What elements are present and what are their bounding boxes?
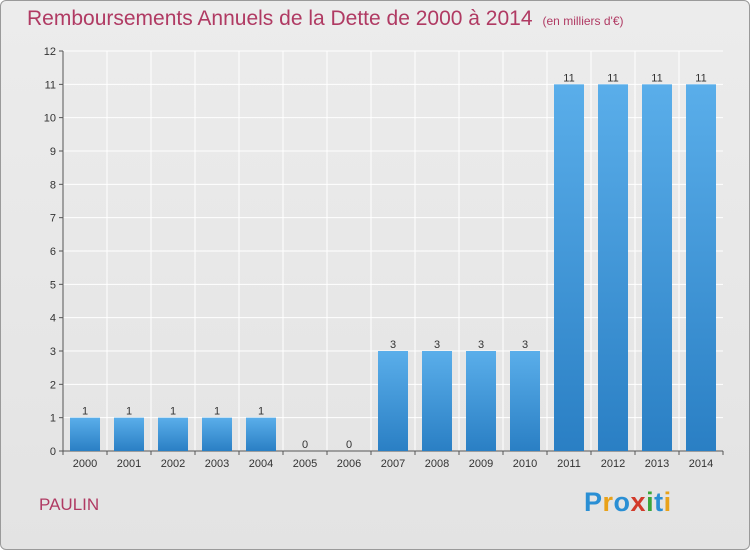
data-label-2012: 11 <box>607 72 618 84</box>
y-tick-label: 12 <box>44 46 56 58</box>
data-label-2005: 0 <box>302 439 308 451</box>
data-label-2001: 1 <box>126 406 132 418</box>
proxiti-logo: Proxiti <box>584 487 672 518</box>
logo-letter: P <box>584 487 603 517</box>
data-label-2010: 3 <box>522 339 528 351</box>
bar-2008 <box>422 351 452 451</box>
x-tick-label-2010: 2010 <box>513 458 537 470</box>
x-tick-label-2009: 2009 <box>469 458 493 470</box>
data-label-2007: 3 <box>390 339 396 351</box>
data-label-2013: 11 <box>651 72 662 84</box>
data-label-2011: 11 <box>563 72 574 84</box>
data-label-2000: 1 <box>82 406 88 418</box>
bar-2014 <box>686 84 716 451</box>
y-tick-label: 3 <box>50 346 56 358</box>
x-tick-label-2000: 2000 <box>73 458 97 470</box>
chart-title-block: Remboursements Annuels de la Dette de 20… <box>27 7 624 31</box>
y-tick-label: 8 <box>50 179 56 191</box>
y-tick-label: 2 <box>50 379 56 391</box>
y-tick-label: 4 <box>50 313 56 325</box>
x-tick-label-2004: 2004 <box>249 458 273 470</box>
y-tick-label: 5 <box>50 279 56 291</box>
x-tick-label-2002: 2002 <box>161 458 185 470</box>
bar-2010 <box>510 351 540 451</box>
y-tick-label: 1 <box>50 413 56 425</box>
bar-2009 <box>466 351 496 451</box>
data-label-2004: 1 <box>258 406 264 418</box>
x-tick-label-2013: 2013 <box>645 458 669 470</box>
data-label-2006: 0 <box>346 439 352 451</box>
logo-letter: i <box>646 487 655 517</box>
data-label-2003: 1 <box>214 406 220 418</box>
x-tick-label-2011: 2011 <box>557 458 581 470</box>
data-label-2008: 3 <box>434 339 440 351</box>
y-tick-label: 9 <box>50 146 56 158</box>
x-tick-label-2003: 2003 <box>205 458 229 470</box>
place-name: PAULIN <box>39 495 100 514</box>
y-tick-label: 11 <box>45 79 56 91</box>
bar-2002 <box>158 417 188 451</box>
chart-title: Remboursements Annuels de la Dette de 20… <box>27 7 533 30</box>
logo-letter: r <box>602 487 614 517</box>
x-tick-label-2008: 2008 <box>425 458 449 470</box>
x-tick-label-2007: 2007 <box>381 458 405 470</box>
logo-letter: t <box>654 487 664 517</box>
data-label-2009: 3 <box>478 339 484 351</box>
x-tick-label-2001: 2001 <box>117 458 141 470</box>
bar-2004 <box>246 417 276 451</box>
x-tick-label-2014: 2014 <box>689 458 713 470</box>
x-tick-label-2005: 2005 <box>293 458 317 470</box>
bar-2007 <box>378 351 408 451</box>
y-tick-label: 0 <box>50 446 56 458</box>
logo-letter: i <box>663 487 672 517</box>
logo-letter: x <box>630 487 647 517</box>
bar-2011 <box>554 84 584 451</box>
x-tick-label-2012: 2012 <box>601 458 625 470</box>
x-tick-label-2006: 2006 <box>337 458 361 470</box>
bar-2012 <box>598 84 628 451</box>
bar-2003 <box>202 417 232 451</box>
bar-2000 <box>70 417 100 451</box>
y-tick-label: 6 <box>50 246 56 258</box>
data-label-2002: 1 <box>170 406 176 418</box>
bar-2001 <box>114 417 144 451</box>
y-tick-label: 10 <box>44 113 56 125</box>
chart-subtitle: (en milliers d'€) <box>542 14 624 28</box>
y-tick-label: 7 <box>50 213 56 225</box>
logo-letter: o <box>613 487 631 517</box>
bar-2013 <box>642 84 672 451</box>
data-label-2014: 11 <box>695 72 706 84</box>
